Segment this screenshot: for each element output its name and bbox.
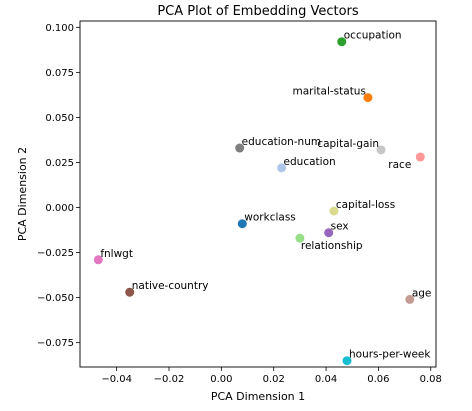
data-point [235,143,245,153]
y-tick-label: 0.050 [45,113,74,124]
data-point [342,356,352,366]
y-tick-label: 0.000 [45,203,74,214]
point-label: sex [331,221,349,233]
data-point [376,145,386,155]
point-label: race [388,159,411,171]
y-tick-label: −0.075 [37,338,74,349]
x-tick-label: −0.02 [154,374,185,385]
y-tick-label: 0.100 [45,23,74,34]
data-point [125,287,135,297]
point-label: native-country [132,280,209,292]
x-tick-label: 0.00 [210,374,232,385]
chart-title: PCA Plot of Embedding Vectors [157,4,359,19]
data-point [329,206,339,216]
plot-area-frame [79,20,437,368]
y-tick-label: 0.025 [45,158,74,169]
data-points: occupation marital-status capital-gain race… [93,30,432,366]
data-point [237,219,247,229]
data-point [324,228,334,238]
point-label: marital-status [293,86,366,98]
data-point [405,294,415,304]
x-tick-label: 0.02 [263,374,285,385]
y-tick-label: 0.075 [45,68,74,79]
y-axis: −0.075 −0.050 −0.025 0.000 0.025 0.050 0.075 0.… [37,23,80,349]
y-tick-label: −0.050 [37,293,74,304]
point-label: workclass [244,212,295,224]
point-label: relationship [301,240,363,252]
point-label: capital-gain [317,138,379,150]
data-point [295,233,305,243]
x-tick-label: 0.04 [315,374,337,385]
point-label: occupation [344,30,402,42]
x-tick-label: −0.04 [101,374,132,385]
point-label: capital-loss [336,199,395,211]
point-label: education-num [242,136,321,148]
data-point [363,93,373,103]
y-tick-label: −0.025 [37,248,74,259]
x-axis: −0.04 −0.02 0.00 0.02 0.04 0.06 0.08 [101,367,442,385]
x-tick-label: 0.08 [420,374,442,385]
data-point [277,163,287,173]
x-tick-label: 0.06 [367,374,389,385]
point-label: hours-per-week [349,349,431,361]
point-label: age [412,287,432,299]
data-point [337,37,347,47]
point-label: education [284,156,336,168]
x-axis-title: PCA Dimension 1 [211,390,305,403]
data-point [415,152,425,162]
point-label: fnlwgt [100,248,133,260]
y-axis-title: PCA Dimension 2 [16,147,29,241]
data-point [93,255,103,265]
